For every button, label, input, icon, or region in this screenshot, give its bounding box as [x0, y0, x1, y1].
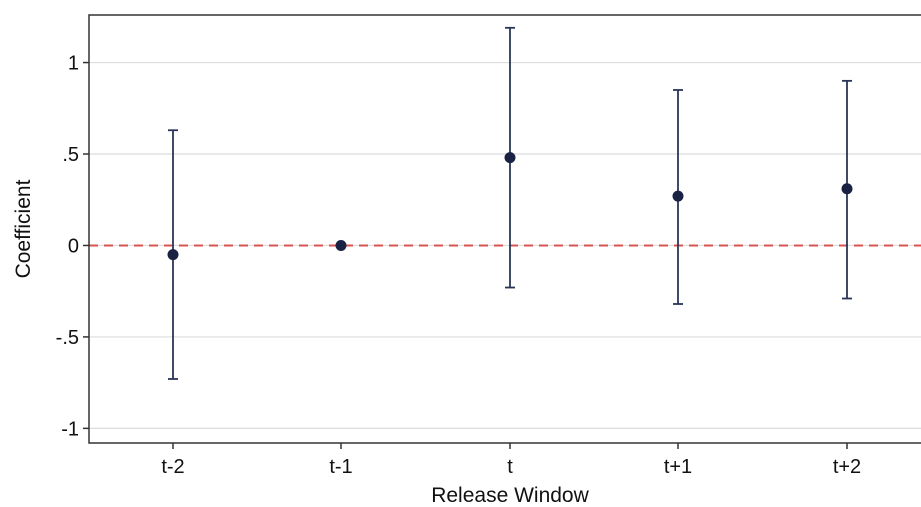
y-tick-label-2: 0	[68, 235, 79, 257]
x-axis-ticks: t-2 t-1 t t+1 t+2	[161, 443, 861, 478]
point-t+2	[841, 183, 853, 195]
plot-background	[89, 15, 921, 443]
plot-frame	[88, 14, 921, 444]
x-tick-label-t+1: t+1	[664, 456, 692, 478]
y-axis-label: Coefficient	[12, 179, 35, 278]
x-tick-label-t-2: t-2	[161, 456, 184, 478]
point-t-2	[167, 249, 179, 261]
x-tick-label-t: t	[507, 456, 513, 478]
point-t+1	[672, 190, 684, 202]
y-axis-ticks: 1 .5 0 -.5 -1	[56, 53, 89, 440]
y-tick-label-1: .5	[62, 144, 79, 166]
x-tick-label-t+2: t+2	[833, 456, 861, 478]
point-t	[504, 152, 516, 164]
y-tick-label-3: -.5	[56, 327, 79, 349]
point-t-1	[335, 239, 347, 251]
y-tick-label-0: 1	[68, 53, 79, 75]
coefficient-points	[167, 152, 853, 261]
x-axis-label: Release Window	[431, 484, 589, 507]
x-tick-label-t-1: t-1	[329, 456, 352, 478]
y-tick-label-4: -1	[61, 418, 79, 440]
